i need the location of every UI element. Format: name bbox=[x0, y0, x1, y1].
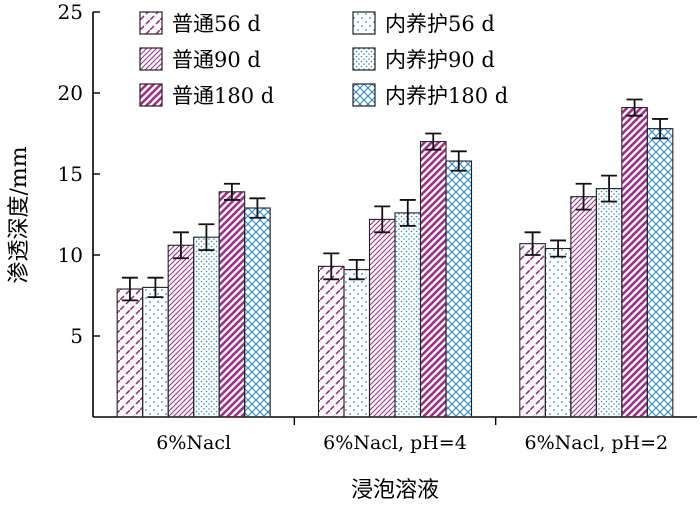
bar bbox=[343, 269, 371, 418]
bar bbox=[167, 244, 195, 418]
bar bbox=[142, 286, 169, 418]
bar bbox=[317, 265, 345, 418]
bar bbox=[595, 188, 623, 418]
bar bbox=[419, 141, 447, 418]
x-tick-label: 6%Nacl bbox=[156, 432, 231, 454]
y-tick-label: 15 bbox=[58, 162, 83, 186]
bars bbox=[116, 107, 674, 418]
bar bbox=[394, 212, 422, 418]
bar bbox=[570, 196, 597, 418]
legend-label: 内养护180 d bbox=[385, 84, 508, 108]
y-tick-label: 5 bbox=[70, 324, 83, 348]
legend-swatch bbox=[139, 83, 163, 107]
bar bbox=[646, 128, 674, 418]
legend-label: 内养护56 d bbox=[385, 12, 495, 36]
bar bbox=[368, 218, 396, 418]
bar bbox=[621, 107, 648, 418]
legend: 普通56 d 内养护56 d 普通90 d 内养护90 d 普通180 d 内养护180 … bbox=[139, 11, 508, 108]
bar bbox=[544, 247, 572, 418]
legend-swatch bbox=[352, 83, 376, 107]
legend-label: 普通90 d bbox=[172, 48, 261, 72]
bar bbox=[218, 191, 246, 418]
legend-swatch bbox=[352, 11, 376, 35]
x-ticks: 6%Nacl 6%Nacl, pH=4 6%Nacl, pH=2 bbox=[156, 417, 668, 454]
y-tick-label: 25 bbox=[58, 0, 83, 24]
bar bbox=[519, 243, 546, 418]
legend-label: 普通180 d bbox=[172, 84, 274, 108]
x-axis-label: 浸泡溶液 bbox=[351, 478, 439, 503]
legend-swatch bbox=[352, 47, 376, 71]
error-bars bbox=[121, 98, 669, 302]
legend-label: 内养护90 d bbox=[385, 48, 495, 72]
y-tick-label: 10 bbox=[58, 243, 83, 267]
y-tick-label: 20 bbox=[58, 81, 83, 105]
legend-swatch bbox=[139, 47, 163, 71]
bar bbox=[445, 160, 473, 418]
bar bbox=[244, 207, 271, 418]
bar bbox=[116, 288, 144, 418]
y-axis-label: 渗透深度/mm bbox=[7, 146, 32, 283]
x-tick-label: 6%Nacl, pH=4 bbox=[323, 432, 467, 454]
bar bbox=[193, 236, 220, 418]
legend-label: 普通56 d bbox=[172, 12, 261, 36]
legend-swatch bbox=[139, 11, 163, 35]
y-ticks: 5 10 15 20 25 bbox=[58, 0, 100, 348]
x-tick-label: 6%Nacl, pH=2 bbox=[525, 432, 669, 454]
